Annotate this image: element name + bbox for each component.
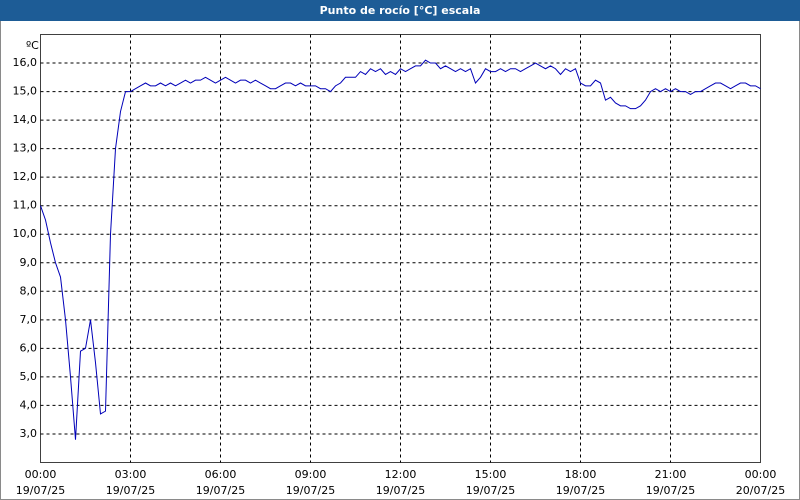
chart-title: Punto de rocío [°C] escala — [320, 4, 481, 17]
y-tick-label: 13,0 — [13, 142, 38, 155]
x-tick-label: 18:00 — [565, 468, 597, 481]
x-tick-label: 21:00 — [655, 468, 687, 481]
x-tick-date: 19/07/25 — [466, 484, 515, 497]
x-tick-label: 12:00 — [385, 468, 417, 481]
x-tick-label: 03:00 — [115, 468, 147, 481]
y-axis-unit: ºC — [26, 39, 39, 52]
y-tick-label: 4,0 — [20, 398, 38, 411]
y-tick-label: 16,0 — [13, 56, 38, 69]
x-tick-label: 00:00 — [25, 468, 57, 481]
x-tick-date: 20/07/25 — [736, 484, 785, 497]
x-tick-date: 19/07/25 — [196, 484, 245, 497]
x-tick-date: 19/07/25 — [646, 484, 695, 497]
data-line — [40, 59, 761, 440]
x-tick-label: 15:00 — [475, 468, 507, 481]
y-tick-label: 6,0 — [20, 341, 38, 354]
y-tick-label: 12,0 — [13, 170, 38, 183]
x-tick-label: 09:00 — [295, 468, 327, 481]
y-tick-label: 10,0 — [13, 227, 38, 240]
x-tick-date: 19/07/25 — [556, 484, 605, 497]
x-tick-label: 06:00 — [205, 468, 237, 481]
y-tick-label: 8,0 — [20, 284, 38, 297]
y-tick-label: 7,0 — [20, 313, 38, 326]
y-tick-label: 15,0 — [13, 85, 38, 98]
x-tick-label: 00:00 — [745, 468, 777, 481]
y-tick-label: 3,0 — [20, 427, 38, 440]
x-tick-date: 19/07/25 — [286, 484, 335, 497]
x-tick-date: 19/07/25 — [376, 484, 425, 497]
title-bar — [0, 0, 800, 21]
x-tick-date: 19/07/25 — [106, 484, 155, 497]
y-tick-label: 9,0 — [20, 256, 38, 269]
x-tick-date: 19/07/25 — [16, 484, 65, 497]
y-tick-label: 11,0 — [13, 199, 38, 212]
y-tick-label: 5,0 — [20, 370, 38, 383]
y-tick-label: 14,0 — [13, 113, 38, 126]
